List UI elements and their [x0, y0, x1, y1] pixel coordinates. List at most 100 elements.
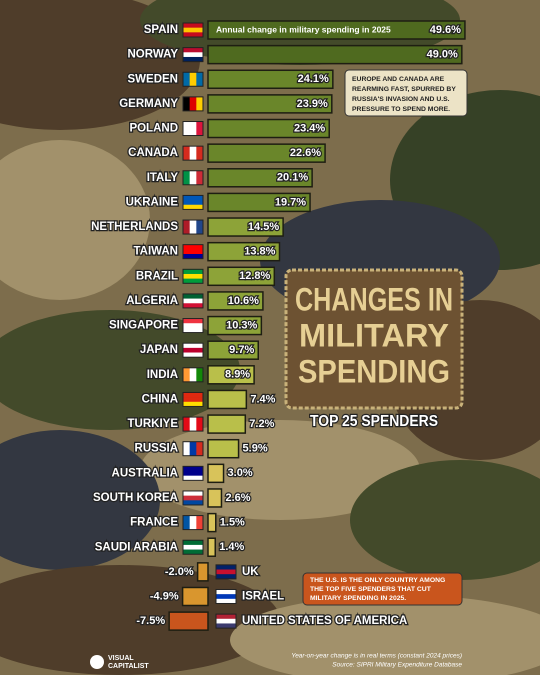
flag — [183, 347, 203, 353]
flag-border — [182, 391, 204, 407]
flag-border — [182, 318, 204, 334]
flag — [183, 56, 203, 62]
flag — [183, 220, 190, 235]
flag — [183, 254, 203, 259]
category-label: BRAZIL — [136, 270, 178, 282]
flag — [183, 549, 203, 555]
flag — [183, 293, 203, 299]
flag — [196, 441, 204, 456]
flag-border — [182, 194, 204, 210]
bar — [207, 94, 333, 114]
category-label: ITALY — [147, 172, 179, 184]
flag — [216, 598, 236, 604]
bar — [207, 438, 240, 459]
flag — [183, 269, 203, 275]
category-label: NORWAY — [128, 49, 179, 61]
flag — [183, 466, 203, 472]
flag — [183, 298, 203, 304]
flag — [183, 249, 203, 255]
bar — [207, 414, 247, 434]
flag — [189, 170, 197, 185]
flag — [183, 23, 203, 28]
category-label: NETHERLANDS — [91, 221, 178, 233]
bar — [207, 315, 263, 336]
flag — [183, 318, 203, 324]
flag — [183, 490, 203, 496]
value-label: 1.4% — [219, 541, 244, 553]
flag — [183, 72, 190, 87]
category-label: ALGERIA — [126, 295, 178, 307]
value-label: 49.6% — [430, 24, 461, 36]
value-label: -7.5% — [136, 615, 165, 627]
flag — [183, 244, 203, 250]
flag — [216, 589, 236, 595]
annotation-box — [344, 69, 468, 117]
flag-border — [182, 244, 204, 260]
bar — [207, 118, 330, 139]
flag — [216, 569, 236, 575]
flag — [216, 574, 236, 580]
category-label: GERMANY — [119, 98, 178, 110]
bar — [207, 365, 255, 385]
flag — [183, 27, 203, 33]
flag-border — [182, 22, 204, 38]
bar — [207, 168, 313, 188]
flag — [189, 146, 197, 161]
category-label: CHINA — [142, 393, 178, 405]
bar — [168, 611, 209, 631]
category-label: SWEDEN — [128, 73, 178, 85]
bar — [207, 20, 466, 40]
flag — [183, 495, 203, 501]
annotation: THE U.S. IS THE ONLY COUNTRY AMONG THE T… — [302, 572, 463, 606]
flag — [183, 121, 190, 136]
flag — [183, 96, 190, 111]
flag — [183, 278, 203, 284]
flag — [216, 594, 236, 600]
annotation-text: THE TOP FIVE SPENDERS THAT CUT — [310, 586, 432, 593]
value-label: 22.6% — [290, 147, 321, 159]
flag-border — [182, 293, 204, 309]
value-label: -4.9% — [150, 590, 179, 602]
value-label: 13.8% — [244, 246, 275, 258]
bar — [196, 562, 209, 582]
flag-border — [182, 465, 204, 481]
flag — [183, 500, 203, 506]
value-label: 3.0% — [228, 467, 253, 479]
value-label: 24.1% — [298, 73, 329, 85]
flag-border — [182, 367, 204, 383]
flag — [183, 392, 203, 398]
brand: VISUAL CAPITALIST — [90, 655, 149, 670]
category-label: JAPAN — [140, 344, 178, 356]
value-label: 7.4% — [250, 393, 275, 405]
category-label: CANADA — [128, 147, 178, 159]
category-label: TAIWAN — [133, 246, 178, 258]
flag-border — [182, 268, 204, 284]
flag — [189, 515, 197, 530]
source: Source: SIPRI Military Expenditure Datab… — [332, 662, 462, 669]
flag — [189, 220, 197, 235]
bar — [207, 389, 248, 410]
category-label: INDIA — [147, 369, 178, 381]
value-label: 9.7% — [229, 344, 254, 356]
flag — [183, 401, 203, 407]
value-label: 19.7% — [275, 196, 306, 208]
value-label: 5.9% — [243, 443, 268, 455]
category-label: SINGAPORE — [109, 320, 178, 332]
annotation-text: REARMING FAST, SPURRED BY — [352, 86, 456, 93]
flag-border — [182, 539, 204, 555]
bar — [207, 266, 276, 287]
flag — [183, 515, 190, 530]
chart-title: MILITARY — [299, 317, 449, 353]
flag — [189, 72, 197, 87]
flag — [183, 170, 190, 185]
value-label: 8.9% — [225, 369, 250, 381]
flag — [196, 417, 204, 432]
flag — [183, 200, 203, 206]
value-label: 10.3% — [226, 319, 257, 331]
logo — [90, 655, 104, 669]
annotation-box — [302, 572, 463, 606]
annotation-text: RUSSIA'S INVASION AND U.S. — [352, 96, 450, 103]
flag — [196, 220, 204, 235]
value-label: 7.2% — [249, 418, 274, 430]
